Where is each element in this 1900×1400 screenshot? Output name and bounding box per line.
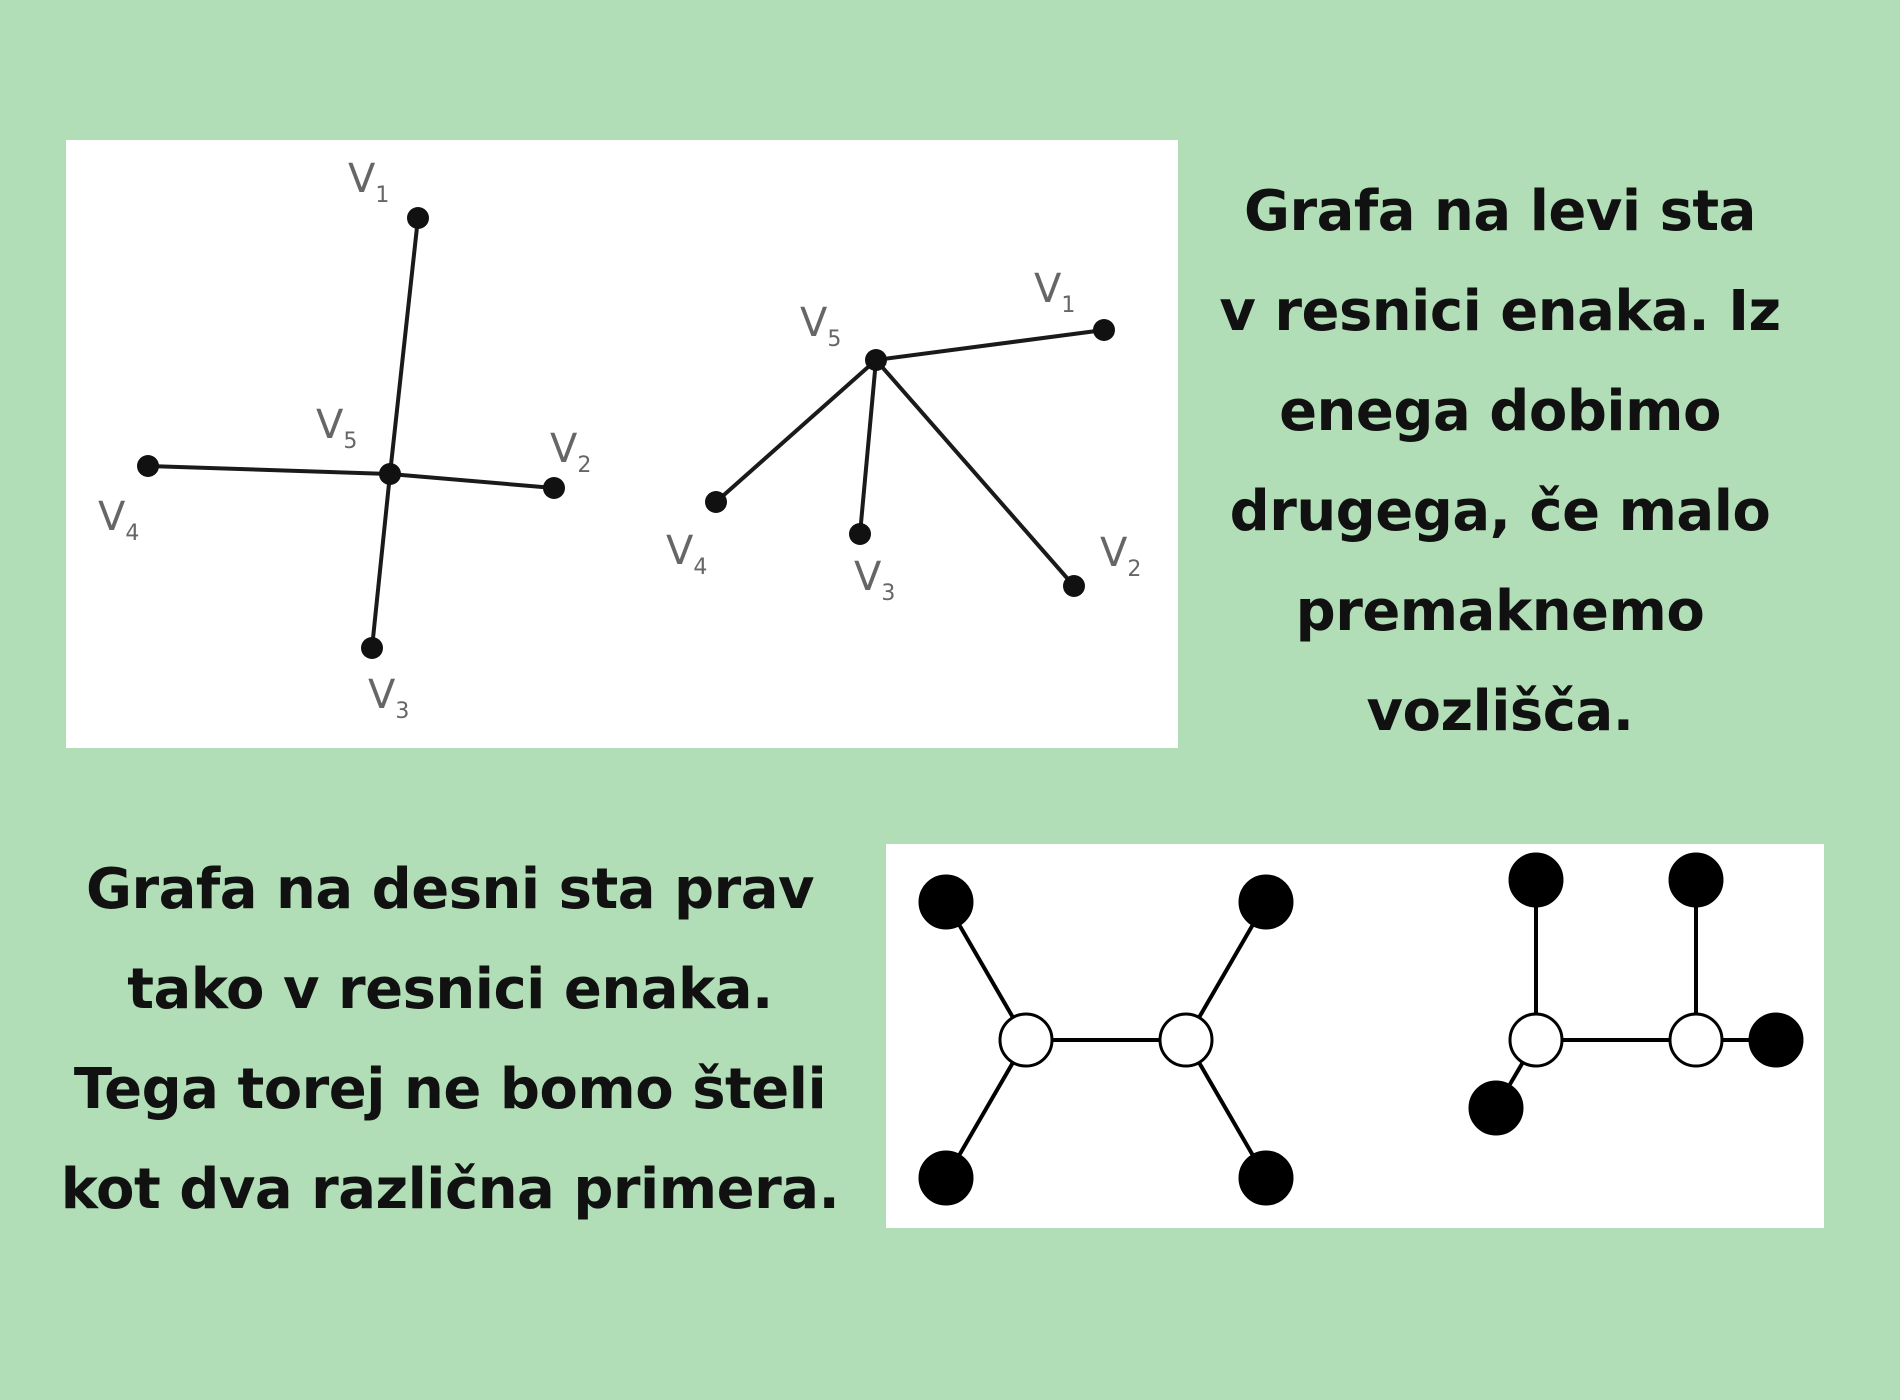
filled-vertex [918,874,974,930]
text-line: premaknemo [1295,579,1705,644]
top-graph-diagram: V1 V2 V3 V4 V5 V1 V2 V3 V4 V5 [66,140,1178,748]
hollow-vertex [1668,1012,1724,1068]
graph-a-label-v3: V3 [368,672,409,724]
graph-a-vertex-v2 [543,477,565,499]
graph-a-edge-v5-v2 [389,472,555,490]
graph-b-vertex-v1 [1093,319,1115,341]
graph-b-label-v1: V1 [1034,266,1075,318]
filled-vertex [918,1150,974,1206]
graph-b-vertex-v3 [849,523,871,545]
bottom-graph-diagram [886,844,1824,1228]
filled-vertex [1468,1080,1524,1136]
graph-b-vertex-v5 [865,349,887,371]
text-line: tako v resnici enaka. [127,957,773,1022]
explanation-text-left: Grafa na desni sta prav tako v resnici e… [30,840,870,1240]
filled-nodes [918,852,1804,1206]
graph-a-label-v4: V4 [98,494,139,546]
graph-a-edge-v5-v3 [370,473,392,649]
graph-b-vertex-v4 [705,491,727,513]
graph-a-vertex-v4 [137,455,159,477]
graph-b-edge-v5-v2 [874,358,1076,588]
graph-b-edge-v5-v3 [858,359,878,535]
text-line: v resnici enaka. Iz [1219,279,1781,344]
graph-b-label-v5: V5 [800,300,841,352]
graph-b-edge-v5-v4 [714,358,878,504]
graph-a-edge-v5-v1 [388,217,420,475]
graph-b-label-v3: V3 [854,554,895,606]
graph-a-label-v5: V5 [316,402,357,454]
hollow-vertex [998,1012,1054,1068]
graph-a-vertex-v3 [361,637,383,659]
text-line: enega dobimo [1279,379,1721,444]
text-line: vozlišča. [1366,679,1634,744]
text-line: Grafa na levi sta [1244,179,1756,244]
filled-vertex [1238,1150,1294,1206]
graph-b-edge-v5-v1 [875,328,1105,362]
top-graph-svg: V1 V2 V3 V4 V5 V1 V2 V3 V4 V5 [98,156,1141,724]
graph-a-vertex-v5 [379,463,401,485]
hollow-nodes [998,1012,1724,1068]
graph-a-vertex-v1 [407,207,429,229]
filled-vertex [1668,852,1724,908]
text-line: kot dva različna primera. [60,1157,840,1222]
explanation-text-right: Grafa na levi sta v resnici enaka. Iz en… [1190,162,1810,762]
text-line: Tega torej ne bomo šteli [73,1057,827,1122]
text-line: Grafa na desni sta prav [85,857,815,922]
hollow-vertex [1508,1012,1564,1068]
graph-b-label-v4: V4 [666,528,707,580]
filled-vertex [1238,874,1294,930]
text-line: drugega, če malo [1229,479,1771,544]
bottom-graph-svg [918,852,1804,1206]
graph-a-label-v2: V2 [550,426,591,478]
graph-a-edge-v5-v4 [147,464,391,476]
graph-b-label-v2: V2 [1100,530,1141,582]
graph-a-label-v1: V1 [348,156,389,208]
graph-b-vertex-v2 [1063,575,1085,597]
filled-vertex [1748,1012,1804,1068]
filled-vertex [1508,852,1564,908]
hollow-vertex [1158,1012,1214,1068]
